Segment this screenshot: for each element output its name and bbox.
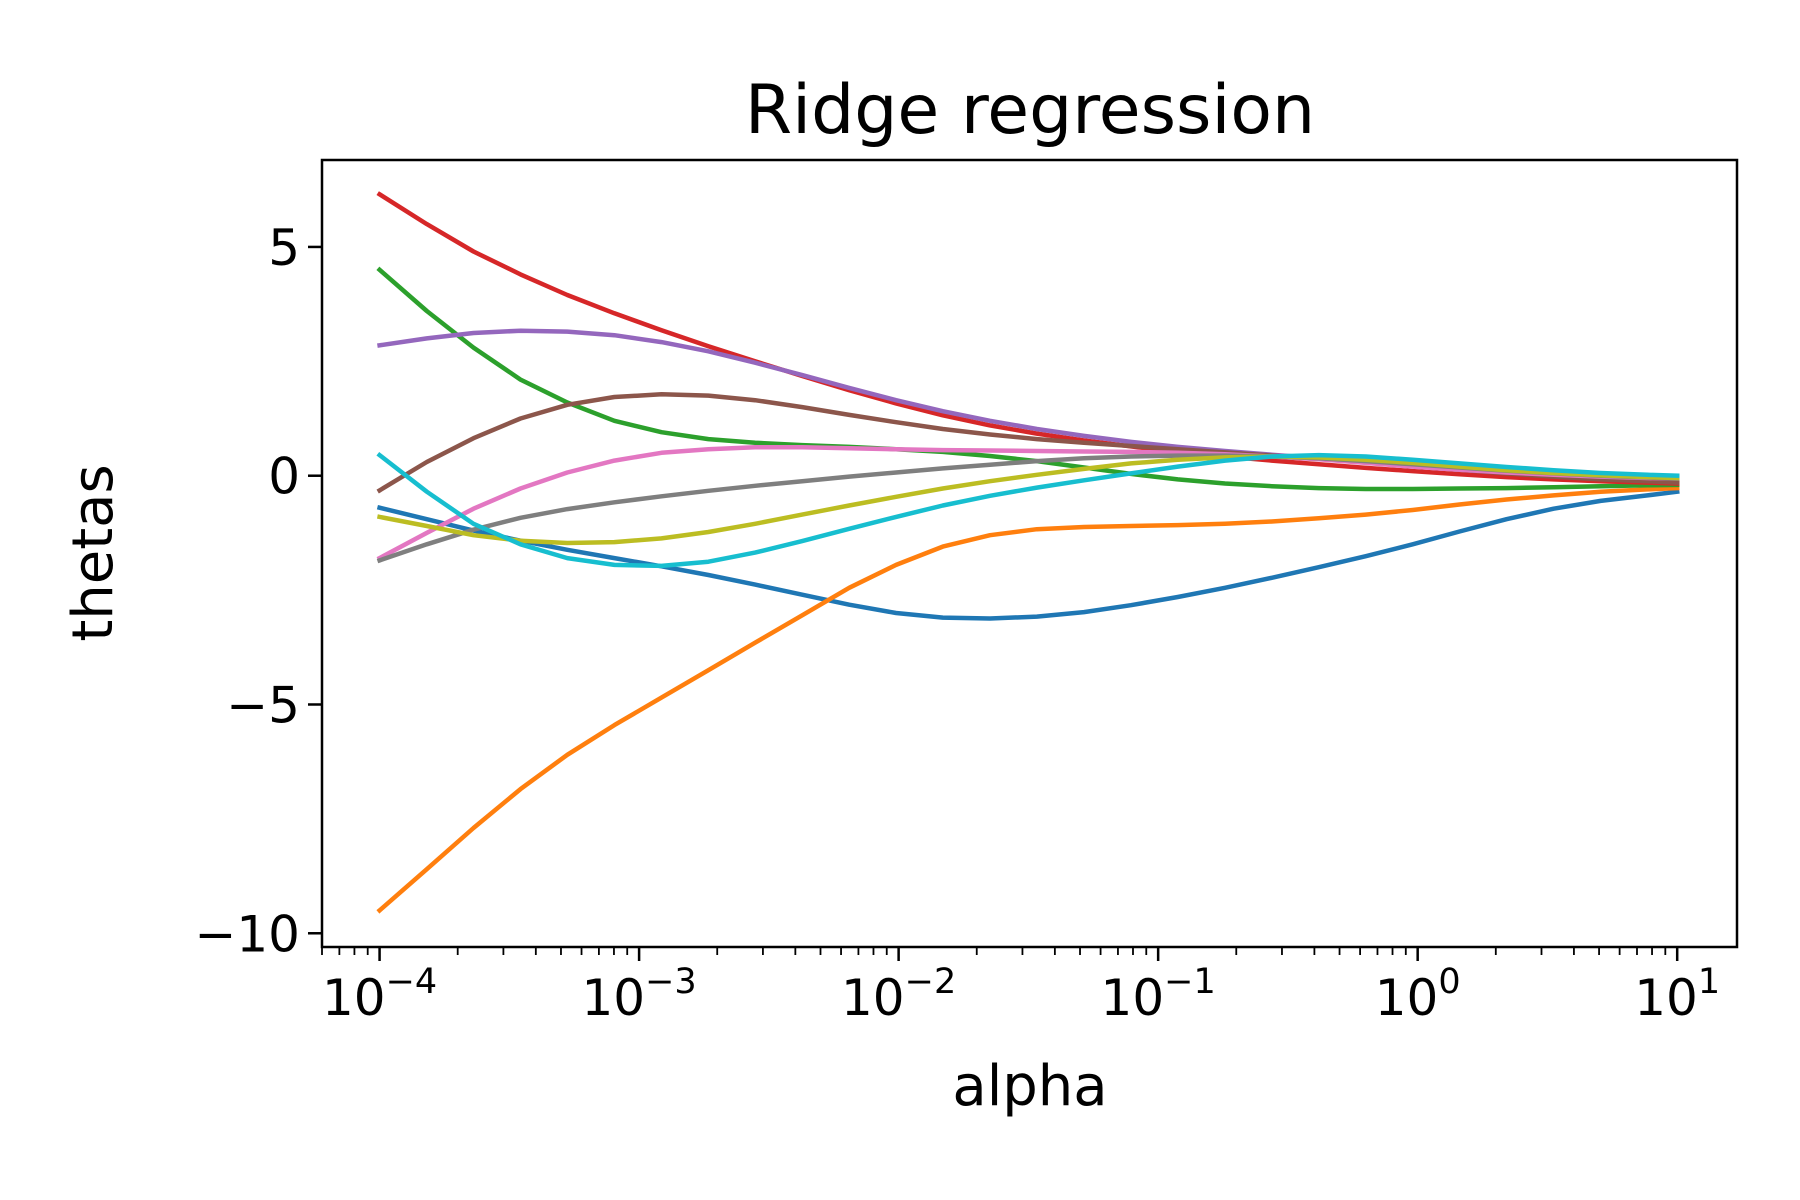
x-tick-label-exponent: 0: [1438, 962, 1460, 1002]
x-tick-label-5: 100: [1375, 962, 1461, 1027]
series-line-4: [376, 191, 1680, 486]
x-tick-label-exponent: −4: [386, 962, 438, 1002]
x-tick-label-6: 101: [1634, 962, 1720, 1027]
x-tick-label-base: 10: [1375, 969, 1439, 1027]
series-line-2: [376, 485, 1680, 914]
x-tick-label-base: 10: [322, 969, 386, 1027]
x-tick-label-exponent: −3: [645, 962, 697, 1002]
x-tick-label-exponent: −1: [1164, 962, 1216, 1002]
y-tick-label-1: 5: [268, 219, 300, 277]
x-tick-label-base: 10: [1101, 969, 1165, 1027]
series-layer: [376, 191, 1680, 914]
x-tick-label-exponent: 1: [1698, 962, 1720, 1002]
x-tick-label-base: 10: [1634, 969, 1698, 1027]
x-tick-label-3: 10−2: [841, 962, 956, 1027]
x-tick-label-base: 10: [841, 969, 905, 1027]
series-line-10: [376, 451, 1680, 569]
y-tick-label-2: 0: [268, 448, 300, 506]
x-tick-label-2: 10−3: [581, 962, 696, 1027]
plot-frame: [320, 158, 1739, 949]
x-tick-label-4: 10−1: [1101, 962, 1216, 1027]
series-line-9: [376, 454, 1680, 546]
chart-title: Ridge regression: [745, 71, 1315, 150]
x-axis-label: alpha: [952, 1054, 1107, 1119]
x-tick-label-1: 10−4: [322, 962, 437, 1027]
x-tick-label-base: 10: [581, 969, 645, 1027]
series-line-1: [376, 489, 1680, 621]
y-axis-label: thetas: [61, 464, 126, 641]
y-tick-label-4: −10: [194, 905, 300, 963]
x-tick-label-exponent: −2: [905, 962, 957, 1002]
series-line-3: [376, 266, 1680, 492]
y-tick-label-3: −5: [226, 676, 300, 734]
